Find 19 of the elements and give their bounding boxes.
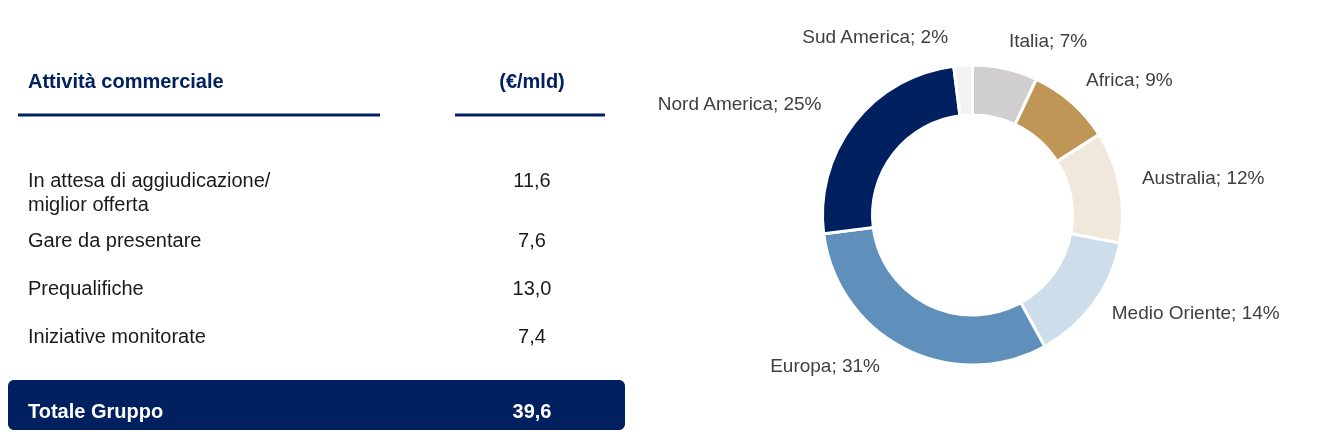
data-label: 13,0 bbox=[512, 277, 552, 299]
text: (€/mld) bbox=[499, 70, 565, 92]
data-label: 7,6 bbox=[518, 229, 546, 251]
slice-label: Australia; 12% bbox=[1141, 167, 1265, 189]
category-label: Totale Gruppo bbox=[28, 400, 164, 422]
data-label: 11,6 bbox=[513, 169, 551, 191]
slice-label: Africa; 9% bbox=[1086, 69, 1173, 91]
category-label: In attesa di aggiudicazione/ miglior offerta bbox=[28, 169, 271, 215]
category-label: Gare da presentare bbox=[28, 229, 202, 251]
data-label: 7,4 bbox=[518, 325, 546, 347]
slice-label: Europa; 31% bbox=[770, 355, 881, 377]
slice-label: Italia; 7% bbox=[1008, 30, 1088, 52]
data-label: 39,6 bbox=[512, 400, 552, 422]
slice-label: Nord America; 25% bbox=[657, 93, 822, 115]
category-label: Iniziative monitorate bbox=[28, 325, 206, 347]
slice-label: Medio Oriente; 14% bbox=[1111, 302, 1280, 324]
slice-label: Sud America; 2% bbox=[802, 26, 949, 48]
text: Attività commerciale bbox=[28, 70, 224, 92]
category-label: Prequalifiche bbox=[28, 277, 144, 299]
